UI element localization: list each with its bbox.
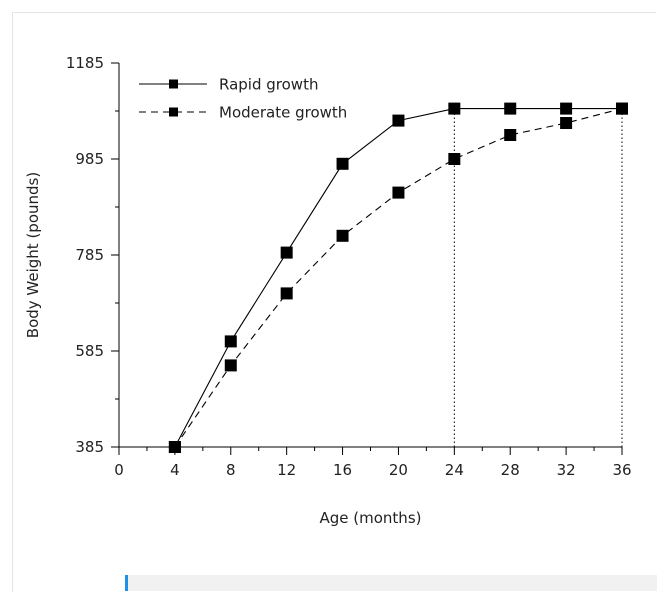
data-point-moderate-growth — [337, 230, 349, 242]
x-tick-label: 4 — [170, 461, 180, 479]
data-point-rapid-growth — [281, 247, 293, 259]
data-point-rapid-growth — [504, 103, 516, 115]
x-tick-label: 0 — [114, 461, 124, 479]
y-tick-label: 385 — [75, 438, 104, 456]
data-point-rapid-growth — [225, 335, 237, 347]
legend-marker — [169, 108, 178, 117]
data-point-moderate-growth — [392, 187, 404, 199]
y-axis-label: Body Weight (pounds) — [24, 172, 42, 338]
x-tick-label: 36 — [612, 461, 631, 479]
x-tick-label: 24 — [445, 461, 464, 479]
series-markers — [169, 103, 628, 453]
data-point-moderate-growth — [169, 441, 181, 453]
data-point-moderate-growth — [281, 287, 293, 299]
info-callout-box — [125, 575, 657, 591]
legend: Rapid growth Moderate growth — [139, 76, 347, 122]
x-tick-label: 20 — [389, 461, 408, 479]
reference-lines — [454, 109, 622, 447]
y-axis-ticks: 385 585 785 985 1185 — [66, 54, 119, 456]
data-point-rapid-growth — [448, 103, 460, 115]
x-axis-label: Age (months) — [320, 509, 422, 527]
y-tick-label: 985 — [75, 150, 104, 168]
data-point-moderate-growth — [560, 117, 572, 129]
series-line-moderate-growth — [175, 109, 622, 447]
x-axis-ticks: 0 4 8 12 16 20 24 28 32 36 — [114, 447, 631, 479]
x-tick-label: 8 — [226, 461, 236, 479]
legend-label: Rapid growth — [219, 76, 318, 94]
x-tick-label: 28 — [501, 461, 520, 479]
y-tick-label: 1185 — [66, 54, 104, 72]
y-tick-label: 585 — [75, 342, 104, 360]
data-point-moderate-growth — [616, 103, 628, 115]
series-lines — [175, 109, 622, 447]
data-point-moderate-growth — [225, 359, 237, 371]
axes — [119, 63, 622, 447]
legend-marker — [169, 80, 178, 89]
data-point-moderate-growth — [504, 129, 516, 141]
x-tick-label: 32 — [557, 461, 576, 479]
data-point-moderate-growth — [448, 153, 460, 165]
legend-label: Moderate growth — [219, 104, 347, 122]
y-tick-label: 785 — [75, 246, 104, 264]
series-line-rapid-growth — [175, 109, 622, 447]
data-point-rapid-growth — [337, 158, 349, 170]
data-point-rapid-growth — [392, 115, 404, 127]
data-point-rapid-growth — [560, 103, 572, 115]
x-tick-label: 16 — [333, 461, 352, 479]
x-tick-label: 12 — [277, 461, 296, 479]
